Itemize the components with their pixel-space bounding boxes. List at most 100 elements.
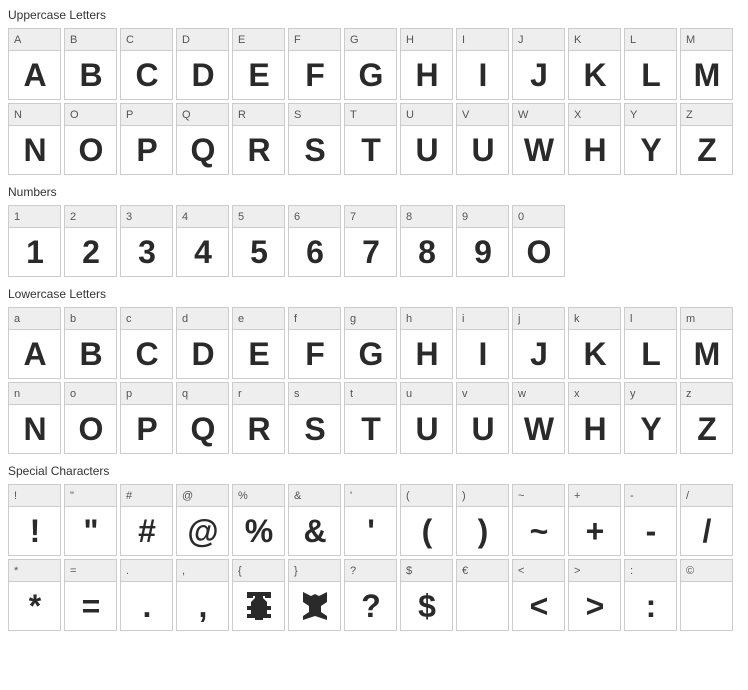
glyph-cell: (( (400, 484, 453, 556)
glyph-cell: 88 (400, 205, 453, 277)
glyph-display (681, 582, 732, 630)
glyph-display: T (345, 405, 396, 453)
glyph-display: 8 (401, 228, 452, 276)
glyph-cell: } (288, 559, 341, 631)
glyph-display: R (233, 405, 284, 453)
glyph-cell: JJ (512, 28, 565, 100)
glyph-display: W (513, 405, 564, 453)
glyph-label: J (513, 29, 564, 51)
glyph-label: 8 (401, 206, 452, 228)
glyph-cell: ,, (176, 559, 229, 631)
glyph-display: E (233, 330, 284, 378)
glyph-cell: UU (400, 103, 453, 175)
glyph-label: r (233, 383, 284, 405)
glyph-cell: iI (456, 307, 509, 379)
glyph-cell: lL (624, 307, 677, 379)
glyph-display: + (569, 507, 620, 555)
glyph-cell: XH (568, 103, 621, 175)
glyph-label: / (681, 485, 732, 507)
glyph-cell: aA (8, 307, 61, 379)
glyph-cell: 11 (8, 205, 61, 277)
glyph-cell: PP (120, 103, 173, 175)
glyph-cell: %% (232, 484, 285, 556)
glyph-label: b (65, 308, 116, 330)
glyph-cell: ~~ (512, 484, 565, 556)
glyph-display: O (65, 405, 116, 453)
glyph-cell: << (512, 559, 565, 631)
glyph-display: = (65, 582, 116, 630)
glyph-label: Q (177, 104, 228, 126)
glyph-cell: yY (624, 382, 677, 454)
autobot-icon (241, 588, 277, 624)
glyph-display: ? (345, 582, 396, 630)
glyph-display: L (625, 330, 676, 378)
glyph-display: H (401, 330, 452, 378)
glyph-label: k (569, 308, 620, 330)
glyph-label: F (289, 29, 340, 51)
glyph-cell: ZZ (680, 103, 733, 175)
glyph-cell: BB (64, 28, 117, 100)
glyph-cell: LL (624, 28, 677, 100)
glyph-cell: ?? (344, 559, 397, 631)
glyph-display: Z (681, 405, 732, 453)
glyph-display: A (9, 330, 60, 378)
glyph-cell: >> (568, 559, 621, 631)
glyph-cell: NN (8, 103, 61, 175)
glyph-cell: wW (512, 382, 565, 454)
glyph-label: 7 (345, 206, 396, 228)
glyph-grid: aAbBcCdDeEfFgGhHiIjJkKlLmMnNoOpPqQrRsStT… (8, 307, 740, 454)
glyph-label: . (121, 560, 172, 582)
glyph-label: $ (401, 560, 452, 582)
glyph-label: + (569, 485, 620, 507)
glyph-cell: uU (400, 382, 453, 454)
glyph-cell: WW (512, 103, 565, 175)
glyph-label: e (233, 308, 284, 330)
glyph-display: 6 (289, 228, 340, 276)
glyph-display: T (345, 126, 396, 174)
glyph-cell: HH (400, 28, 453, 100)
glyph-cell: { (232, 559, 285, 631)
glyph-label: 9 (457, 206, 508, 228)
glyph-display: U (401, 405, 452, 453)
glyph-label: 3 (121, 206, 172, 228)
glyph-cell: 0O (512, 205, 565, 277)
glyph-label: u (401, 383, 452, 405)
glyph-cell: DD (176, 28, 229, 100)
glyph-display: & (289, 507, 340, 555)
glyph-display: S (289, 126, 340, 174)
glyph-cell: !! (8, 484, 61, 556)
glyph-display: P (121, 126, 172, 174)
glyph-display: U (457, 405, 508, 453)
glyph-cell: 99 (456, 205, 509, 277)
glyph-cell: 66 (288, 205, 341, 277)
glyph-display: C (121, 51, 172, 99)
glyph-display: P (121, 405, 172, 453)
glyph-display: I (457, 51, 508, 99)
glyph-label: a (9, 308, 60, 330)
glyph-label: V (457, 104, 508, 126)
glyph-display: , (177, 582, 228, 630)
glyph-label: s (289, 383, 340, 405)
glyph-display: S (289, 405, 340, 453)
glyph-label: I (457, 29, 508, 51)
glyph-grid: AABBCCDDEEFFGGHHIIJJKKLLMMNNOOPPQQRRSSTT… (8, 28, 740, 175)
glyph-cell: FF (288, 28, 341, 100)
glyph-label: S (289, 104, 340, 126)
glyph-label: % (233, 485, 284, 507)
glyph-display: # (121, 507, 172, 555)
glyph-cell: pP (120, 382, 173, 454)
glyph-label: ! (9, 485, 60, 507)
glyph-display (233, 582, 284, 630)
glyph-cell: VU (456, 103, 509, 175)
glyph-cell: € (456, 559, 509, 631)
glyph-display: ( (401, 507, 452, 555)
glyph-cell: mM (680, 307, 733, 379)
glyph-cell: .. (120, 559, 173, 631)
glyph-display: O (65, 126, 116, 174)
glyph-cell: oO (64, 382, 117, 454)
glyph-display: 5 (233, 228, 284, 276)
glyph-label: D (177, 29, 228, 51)
glyph-cell: gG (344, 307, 397, 379)
glyph-display: 7 (345, 228, 396, 276)
glyph-label: v (457, 383, 508, 405)
